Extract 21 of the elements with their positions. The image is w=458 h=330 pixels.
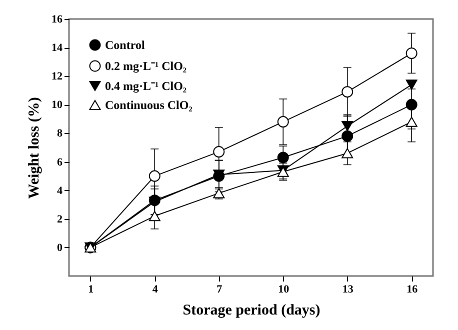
x-tick-label: 10 (278, 284, 290, 296)
legend-label: Control (105, 38, 146, 52)
y-tick-label: 8 (57, 128, 63, 140)
x-tick-label: 7 (216, 284, 223, 296)
y-tick-label: 14 (52, 42, 63, 54)
legend-label: Continuous ClO₂ (105, 98, 193, 112)
y-tick-label: 12 (52, 70, 63, 83)
y-tick-label: 2 (57, 213, 63, 226)
y-tick-label: 0 (57, 242, 63, 254)
x-tick-label: 16 (406, 284, 418, 296)
x-tick-label: 4 (152, 284, 158, 296)
y-tick-label: 10 (52, 99, 63, 112)
legend-label: 0.2 mg·L⁻¹ ClO₂ (105, 59, 187, 73)
y-tick-label: 6 (57, 156, 63, 168)
x-tick-label: 1 (88, 284, 94, 296)
x-tick-label: 13 (342, 284, 354, 296)
x-axis-title: Storage period (days) (182, 302, 320, 318)
y-tick-label: 16 (52, 14, 63, 26)
y-tick-label: 4 (57, 184, 63, 197)
legend-label: 0.4 mg·L⁻¹ ClO₂ (105, 79, 187, 93)
y-axis-title: Weight loss (%) (26, 97, 42, 199)
